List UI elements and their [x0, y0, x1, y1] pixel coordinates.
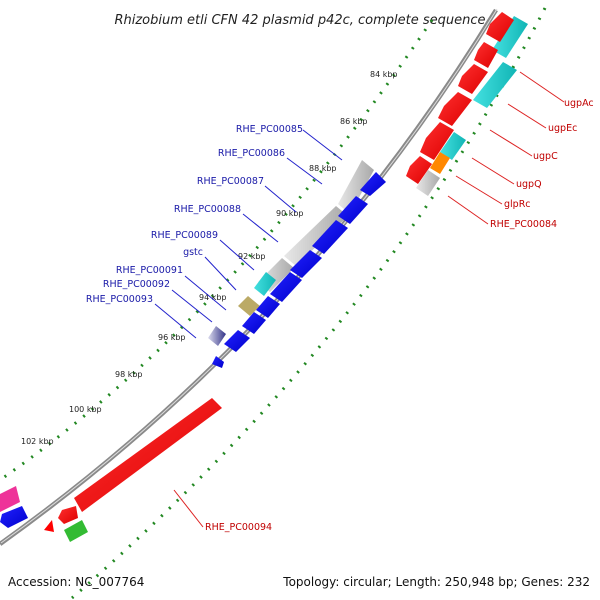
- feature-blue-pc86[interactable]: [338, 196, 368, 224]
- label-gstc[interactable]: gstc: [183, 247, 203, 258]
- feature-cyan-gstc[interactable]: [254, 272, 276, 296]
- tick-92-kbp: 92 kbp: [238, 252, 266, 261]
- label-rhe-pc00084[interactable]: RHE_PC00084: [490, 219, 557, 230]
- feature-blue-small[interactable]: [212, 356, 224, 368]
- feature-red-pc94[interactable]: [74, 398, 222, 512]
- tick-84-kbp: 84 kbp: [370, 70, 398, 79]
- tick-94-kbp: 94 kbp: [199, 293, 227, 302]
- label-rhe-pc00087[interactable]: RHE_PC00087: [197, 176, 264, 187]
- feature-pink[interactable]: [0, 486, 20, 512]
- feature-blue-left[interactable]: [0, 506, 28, 528]
- tick-100-kbp: 100 kbp: [69, 405, 102, 414]
- feature-grey-pc84[interactable]: [416, 170, 440, 196]
- feature-grey-pc85[interactable]: [338, 160, 374, 214]
- feature-red-triangle[interactable]: [44, 520, 54, 532]
- label-rhe-pc00091[interactable]: RHE_PC00091: [116, 265, 183, 276]
- label-glprc[interactable]: glpRc: [504, 199, 531, 210]
- forward-gene-labels: ugpAc ugpEc ugpC ugpQ glpRc RHE_PC00084 …: [205, 98, 594, 533]
- tick-98-kbp: 98 kbp: [115, 370, 143, 379]
- label-rhe-pc00089[interactable]: RHE_PC00089: [151, 230, 218, 241]
- feature-red-glprc[interactable]: [406, 156, 432, 184]
- feature-red-ugpc[interactable]: [438, 92, 472, 126]
- reverse-gene-labels: RHE_PC00085 RHE_PC00086 RHE_PC00087 RHE_…: [86, 124, 303, 305]
- label-rhe-pc00094[interactable]: RHE_PC00094: [205, 522, 272, 533]
- kbp-scale: 84 kbp 86 kbp 88 kbp 90 kbp 92 kbp 94 kb…: [21, 70, 398, 446]
- tick-102-kbp: 102 kbp: [21, 437, 54, 446]
- feature-red-ugpa-2[interactable]: [474, 42, 498, 68]
- inner-gc-ring: [0, 19, 434, 482]
- tick-86-kbp: 86 kbp: [340, 117, 368, 126]
- label-rhe-pc00088[interactable]: RHE_PC00088: [174, 204, 241, 215]
- feature-green[interactable]: [64, 520, 88, 542]
- feature-blue-pc92[interactable]: [224, 330, 250, 352]
- label-rhe-pc00093[interactable]: RHE_PC00093: [86, 294, 153, 305]
- feature-blue-pc91[interactable]: [242, 312, 266, 334]
- label-rhe-pc00085[interactable]: RHE_PC00085: [236, 124, 303, 135]
- label-ugpec[interactable]: ugpEc: [548, 123, 577, 134]
- backbone-highlight: [0, 8, 498, 544]
- label-ugpc[interactable]: ugpC: [533, 151, 558, 162]
- red-leader-lines: [173, 71, 565, 528]
- feature-grey-pc86[interactable]: [284, 206, 348, 266]
- feature-blue-pc87[interactable]: [312, 220, 348, 254]
- label-ugpac[interactable]: ugpAc: [564, 98, 594, 109]
- tick-90-kbp: 90 kbp: [276, 209, 304, 218]
- feature-cyan-1[interactable]: [492, 16, 528, 58]
- backbone-circle: [0, 8, 498, 546]
- feature-blue-pc89[interactable]: [270, 272, 302, 302]
- feature-red-ugpe[interactable]: [458, 64, 488, 94]
- forward-strand-features: [0, 12, 528, 542]
- feature-red-ugpq[interactable]: [420, 122, 454, 160]
- label-ugpq[interactable]: ugpQ: [516, 179, 542, 190]
- feature-tan[interactable]: [238, 296, 260, 316]
- feature-navy-pc93[interactable]: [208, 326, 226, 346]
- feature-blue-pc88[interactable]: [290, 250, 322, 278]
- reverse-strand-features: [0, 160, 386, 528]
- feature-blue-pc85[interactable]: [360, 172, 386, 196]
- label-rhe-pc00086[interactable]: RHE_PC00086: [218, 148, 285, 159]
- feature-red-ugpa-1[interactable]: [486, 12, 514, 42]
- label-rhe-pc00092[interactable]: RHE_PC00092: [103, 279, 170, 290]
- map-title: Rhizobium etli CFN 42 plasmid p42c, comp…: [114, 13, 485, 28]
- blue-leader-lines: [154, 129, 343, 339]
- tick-96-kbp: 96 kbp: [158, 333, 186, 342]
- feature-blue-gstc[interactable]: [256, 296, 280, 318]
- accession-text: Accession: NC_007764: [8, 575, 144, 589]
- feature-red-small-1[interactable]: [58, 506, 78, 524]
- feature-cyan-2[interactable]: [473, 62, 517, 108]
- tick-88-kbp: 88 kbp: [309, 164, 337, 173]
- feature-orange-glprc[interactable]: [430, 152, 450, 174]
- feature-cyan-ugpq[interactable]: [440, 132, 466, 160]
- topology-summary: Topology: circular; Length: 250,948 bp; …: [282, 575, 590, 589]
